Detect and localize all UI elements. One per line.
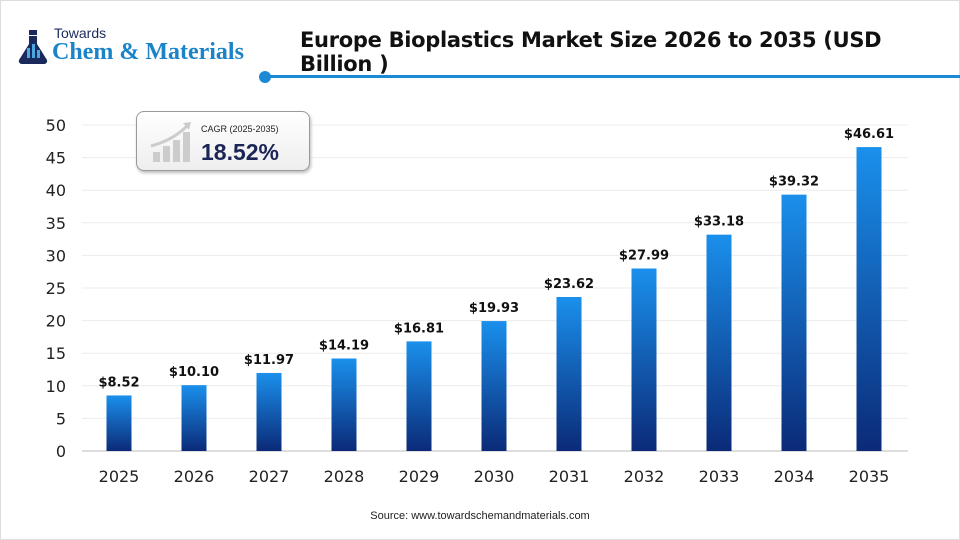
data-label: $46.61	[844, 127, 894, 142]
x-tick-label: 2026	[174, 467, 215, 486]
cagr-value: 18.52%	[201, 139, 280, 165]
data-label: $11.97	[244, 353, 294, 368]
y-tick-label: 35	[46, 214, 66, 233]
x-tick-label: 2025	[99, 467, 140, 486]
data-label: $23.62	[544, 277, 594, 292]
flask-icon	[18, 30, 48, 64]
data-label: $27.99	[619, 249, 669, 264]
data-label: $14.19	[319, 338, 369, 353]
cagr-label: CAGR (2025-2035)	[201, 124, 279, 134]
data-label: $8.52	[98, 375, 139, 390]
y-tick-label: 10	[46, 377, 66, 396]
x-tick-label: 2033	[699, 467, 740, 486]
x-tick-label: 2028	[324, 467, 365, 486]
data-label: $16.81	[394, 321, 444, 336]
chart-title: Europe Bioplastics Market Size 2026 to 2…	[300, 28, 882, 76]
bar	[631, 268, 657, 451]
bar	[181, 385, 207, 451]
y-tick-label: 0	[56, 442, 66, 461]
y-tick-label: 50	[46, 116, 66, 135]
bar	[556, 296, 582, 451]
x-tick-label: 2031	[549, 467, 590, 486]
bar	[106, 395, 132, 451]
y-tick-label: 20	[46, 312, 66, 331]
bar	[406, 341, 432, 451]
data-label: $19.93	[469, 301, 519, 316]
title-rule	[266, 75, 960, 78]
y-tick-label: 15	[46, 344, 66, 363]
y-tick-label: 40	[46, 181, 66, 200]
y-tick-label: 25	[46, 279, 66, 298]
title-rule-dot	[259, 71, 271, 83]
logo-line1: Towards	[54, 25, 107, 41]
y-tick-label: 45	[46, 149, 66, 168]
bar	[256, 372, 282, 451]
x-tick-label: 2032	[624, 467, 665, 486]
growth-chart-icon	[150, 122, 191, 162]
logo: Towards Chem & Materials	[18, 26, 244, 64]
source-text: Source: www.towardschemandmaterials.com	[370, 510, 590, 522]
x-tick-label: 2027	[249, 467, 290, 486]
logo-line2: Chem & Materials	[52, 39, 244, 65]
bar	[331, 358, 357, 451]
data-label: $10.10	[169, 365, 219, 380]
x-tick-label: 2034	[774, 467, 815, 486]
x-tick-label: 2029	[399, 467, 440, 486]
x-tick-label: 2035	[849, 467, 890, 486]
y-tick-label: 5	[56, 409, 66, 428]
data-label: $39.32	[769, 175, 819, 190]
bar	[781, 194, 807, 451]
bar	[481, 321, 507, 451]
data-label: $33.18	[694, 215, 744, 230]
bar	[856, 147, 882, 452]
y-tick-label: 30	[46, 246, 66, 265]
x-tick-label: 2030	[474, 467, 515, 486]
cagr-box: CAGR (2025-2035) 18.52%	[136, 111, 310, 171]
bar	[706, 234, 732, 451]
